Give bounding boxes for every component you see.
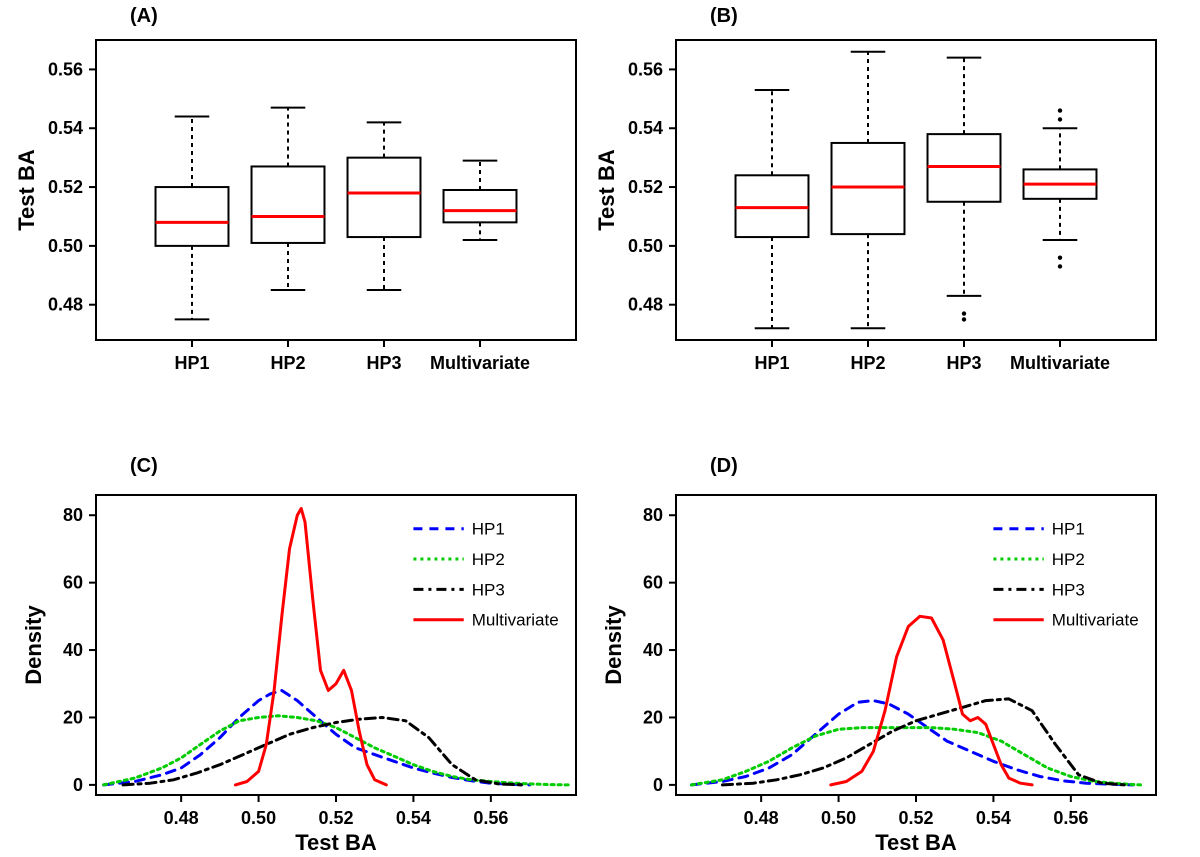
x-tick-label: 0.50: [241, 808, 276, 828]
y-tick-label: 20: [63, 707, 83, 727]
panel-label: (A): [130, 5, 158, 27]
boxplot-box: [348, 158, 421, 237]
legend-label: HP2: [1052, 550, 1085, 569]
density-line: [104, 691, 530, 785]
x-axis-label: Test BA: [875, 830, 957, 855]
y-tick-label: 0.54: [628, 118, 663, 138]
legend-label: HP1: [472, 520, 505, 539]
boxplot-outlier: [962, 311, 966, 315]
y-tick-label: 0: [653, 775, 663, 795]
boxplot-outlier: [962, 317, 966, 321]
y-tick-label: 80: [643, 505, 663, 525]
y-tick-label: 0.56: [628, 59, 663, 79]
x-axis-label: Test BA: [295, 830, 377, 855]
x-tick-label: HP2: [850, 353, 885, 373]
legend-label: Multivariate: [1052, 611, 1139, 630]
x-tick-label: HP1: [174, 353, 209, 373]
legend-label: HP3: [1052, 580, 1085, 599]
density-line: [123, 718, 522, 785]
y-tick-label: 80: [63, 505, 83, 525]
x-tick-label: 0.48: [744, 808, 779, 828]
y-axis-label: Density: [21, 605, 46, 685]
y-axis-label: Test BA: [14, 149, 39, 231]
y-tick-label: 0.54: [48, 118, 83, 138]
density-line: [104, 716, 569, 785]
legend-label: HP3: [472, 580, 505, 599]
x-tick-label: HP2: [270, 353, 305, 373]
y-tick-label: 60: [63, 573, 83, 593]
x-tick-label: Multivariate: [1010, 353, 1110, 373]
x-tick-label: 0.54: [976, 808, 1011, 828]
x-tick-label: 0.54: [396, 808, 431, 828]
density-line: [723, 699, 1126, 785]
y-tick-label: 0.56: [48, 59, 83, 79]
panel-label: (D): [710, 455, 738, 477]
y-tick-label: 0.50: [628, 236, 663, 256]
y-tick-label: 0.48: [48, 295, 83, 315]
y-axis-label: Test BA: [594, 149, 619, 231]
x-tick-label: 0.52: [898, 808, 933, 828]
plot-frame: [676, 495, 1156, 795]
y-tick-label: 0.52: [48, 177, 83, 197]
x-tick-label: 0.48: [164, 808, 199, 828]
panel-label: (C): [130, 455, 158, 477]
legend-label: HP1: [1052, 520, 1085, 539]
y-tick-label: 20: [643, 707, 663, 727]
y-tick-label: 40: [63, 640, 83, 660]
boxplot-box: [252, 166, 325, 242]
y-tick-label: 0.50: [48, 236, 83, 256]
x-tick-label: HP1: [754, 353, 789, 373]
boxplot-outlier: [1058, 117, 1062, 121]
y-axis-label: Density: [601, 605, 626, 685]
x-tick-label: HP3: [946, 353, 981, 373]
plot-frame: [96, 495, 576, 795]
figure-root: 0.48 0.50 0.52 0.54 0.56 Test BA HP1 HP2 HP3 Mult…: [0, 0, 1200, 857]
density-line: [692, 701, 1133, 785]
panel-label: (B): [710, 5, 738, 27]
boxplot-outlier: [1058, 255, 1062, 259]
boxplot-outlier: [1058, 108, 1062, 112]
boxplot-box: [444, 190, 517, 222]
y-tick-label: 0.48: [628, 295, 663, 315]
x-tick-label: 0.50: [821, 808, 856, 828]
legend-label: Multivariate: [472, 611, 559, 630]
y-tick-label: 0: [73, 775, 83, 795]
x-tick-label: HP3: [366, 353, 401, 373]
x-tick-label: 0.56: [473, 808, 508, 828]
y-tick-label: 0.52: [628, 177, 663, 197]
y-tick-label: 60: [643, 573, 663, 593]
legend-label: HP2: [472, 550, 505, 569]
x-tick-label: Multivariate: [430, 353, 530, 373]
x-tick-label: 0.56: [1053, 808, 1088, 828]
figure-svg: 0.48 0.50 0.52 0.54 0.56 Test BA HP1 HP2 HP3 Mult…: [0, 0, 1200, 857]
boxplot-outlier: [1058, 264, 1062, 268]
boxplot-box: [156, 187, 229, 246]
y-tick-label: 40: [643, 640, 663, 660]
x-tick-label: 0.52: [318, 808, 353, 828]
density-line: [692, 728, 1141, 785]
